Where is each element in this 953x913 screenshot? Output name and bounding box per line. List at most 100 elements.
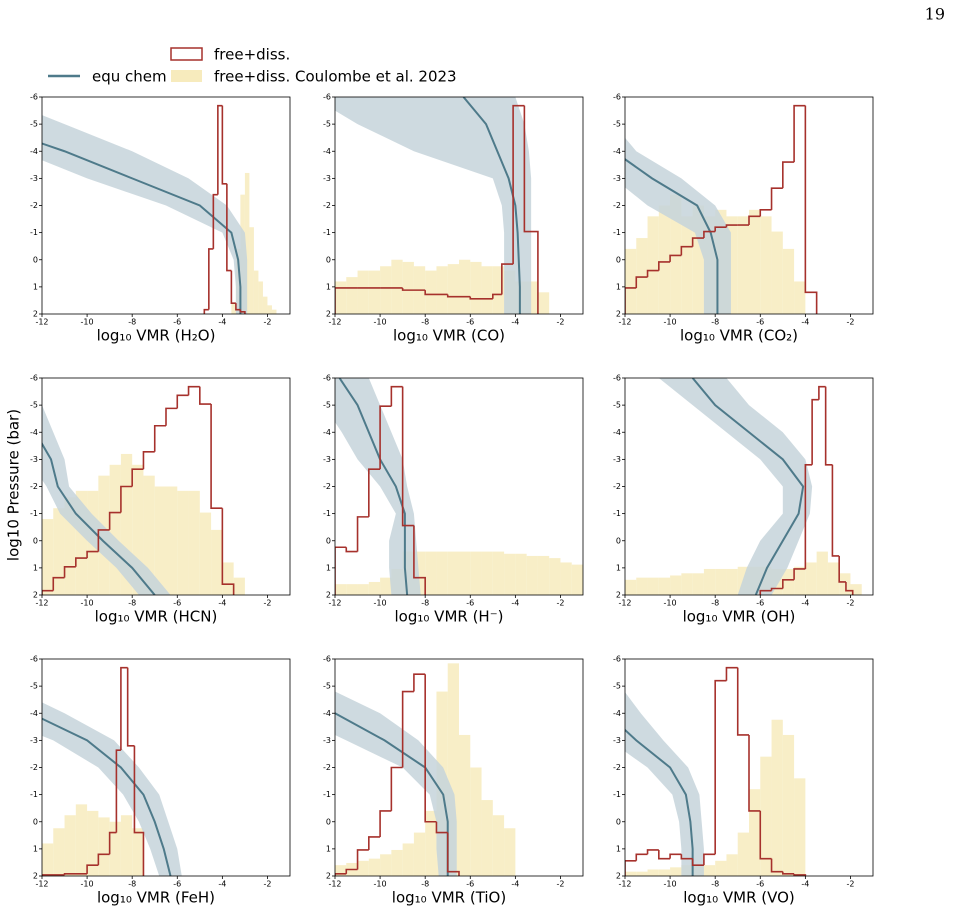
histogram-step (714, 679, 727, 855)
histogram-bar (436, 551, 448, 595)
y-tick-label: -2 (323, 482, 331, 491)
histogram-bar (670, 575, 682, 595)
histogram-step (759, 589, 772, 595)
profile-line (42, 717, 172, 876)
x-tick-label: -12 (35, 599, 48, 608)
histogram-bar (794, 778, 806, 876)
y-tick-label: -2 (30, 763, 38, 772)
y-tick-label: -3 (30, 736, 38, 745)
histogram-step (804, 464, 813, 569)
histogram-step (782, 161, 795, 189)
y-tick-label: 1 (326, 282, 331, 291)
plot-area (625, 104, 818, 314)
histogram-bar (526, 281, 538, 314)
histogram-bar (75, 490, 88, 595)
y-tick-label: -1 (323, 790, 331, 799)
y-tick-label: -2 (323, 763, 331, 772)
x-axis-label: log₁₀ VMR (VO) (683, 889, 795, 907)
y-tick-label: -3 (323, 455, 331, 464)
histogram-bar (109, 821, 121, 876)
legend-label: free+diss. Coulombe et al. 2023 (214, 68, 457, 86)
histogram-step (368, 468, 381, 517)
y-tick-label: -1 (613, 509, 621, 518)
x-tick-label: -10 (664, 318, 677, 327)
histogram-step (625, 860, 637, 876)
histogram-step (512, 104, 525, 265)
histogram-bar (715, 568, 727, 595)
histogram-bar (262, 296, 268, 314)
x-tick-label: -2 (846, 599, 854, 608)
y-tick-label: -6 (323, 374, 331, 383)
confidence-band (335, 97, 532, 314)
histogram-bar (120, 815, 133, 876)
histogram-step (635, 853, 648, 861)
y-tick-label: -6 (613, 93, 621, 102)
y-tick-label: 1 (326, 563, 331, 572)
histogram-step (831, 464, 840, 557)
histogram-bar (850, 584, 862, 595)
y-tick-label: 2 (616, 310, 621, 319)
histogram-bar (258, 281, 263, 314)
histogram-bar (249, 227, 254, 314)
y-tick-label: 1 (33, 563, 38, 572)
x-tick-label: -10 (81, 599, 94, 608)
histogram-step (646, 269, 659, 278)
x-tick-label: -8 (421, 599, 429, 608)
x-tick-label: -4 (801, 880, 809, 889)
x-tick-label: -4 (511, 599, 519, 608)
y-tick-label: -4 (323, 709, 331, 718)
y-tick-label: 1 (326, 844, 331, 853)
y-tick-label: -5 (30, 401, 38, 410)
x-tick-label: -12 (618, 599, 631, 608)
confidence-band (625, 692, 704, 876)
histogram-step (646, 849, 659, 855)
histogram-step (413, 673, 426, 692)
histogram-step (42, 874, 65, 876)
x-tick-label: -6 (173, 599, 181, 608)
confidence-band (658, 378, 813, 595)
x-tick-label: -12 (618, 318, 631, 327)
y-tick-label: -4 (613, 147, 621, 156)
profile-line (625, 728, 694, 876)
histogram-bar (391, 849, 403, 876)
histogram-step (469, 296, 493, 300)
histogram-step (736, 667, 749, 736)
histogram-bar (703, 865, 716, 876)
histogram-bar (625, 579, 637, 595)
histogram-bar (470, 261, 482, 314)
histogram-step (345, 547, 358, 553)
histogram-step (401, 386, 414, 527)
histogram-step (703, 853, 716, 866)
y-tick-label: 2 (616, 591, 621, 600)
histogram-step (759, 209, 772, 217)
histogram-bar (537, 292, 550, 314)
legend-label: equ chem (92, 68, 167, 86)
page-number: 19 (925, 5, 945, 24)
histogram-bar (233, 577, 245, 595)
histogram-step (501, 263, 514, 295)
histogram-bar (231, 303, 236, 314)
histogram-bar (42, 843, 54, 876)
histogram-bar (492, 266, 505, 314)
histogram-step (770, 858, 783, 873)
confidence-band (335, 691, 457, 876)
y-tick-label: -6 (30, 655, 38, 664)
histogram-step (63, 565, 76, 578)
histogram-step (226, 183, 232, 272)
y-tick-label: -2 (613, 482, 621, 491)
histogram-bar (53, 828, 65, 876)
histogram-bar (658, 577, 671, 595)
histogram-bar (42, 519, 54, 595)
histogram-bar (459, 551, 471, 595)
histogram-bar (658, 205, 671, 314)
histogram-bar (625, 871, 637, 876)
histogram-bar (335, 281, 347, 314)
histogram-bar (504, 828, 516, 876)
histogram-step (133, 745, 145, 876)
x-tick-label: -8 (128, 318, 136, 327)
histogram-bar (670, 194, 682, 314)
histogram-step (97, 529, 110, 552)
histogram-bar (760, 216, 772, 314)
histogram-bar (447, 551, 459, 595)
histogram-step (368, 836, 381, 850)
